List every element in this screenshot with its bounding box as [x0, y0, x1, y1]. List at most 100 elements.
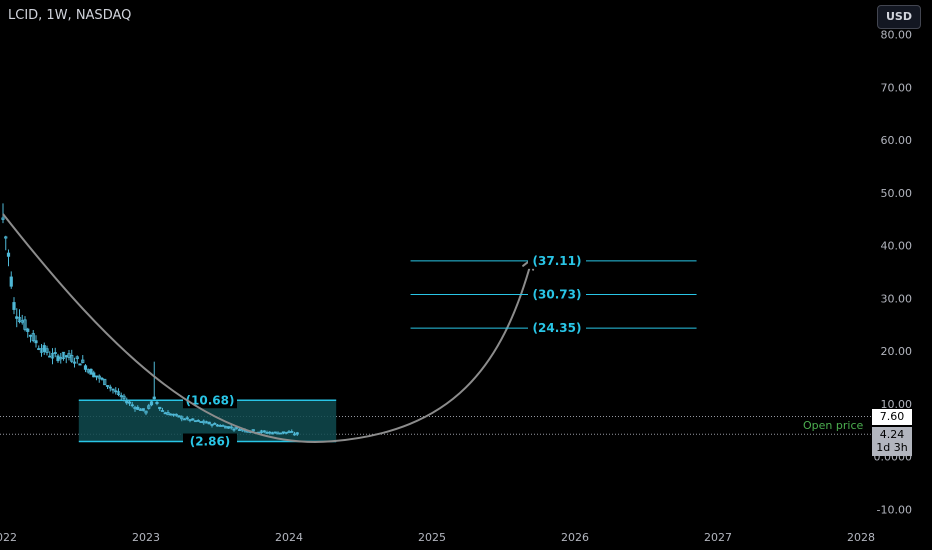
candle-body — [45, 348, 49, 353]
last-price-value: 4.24 — [879, 428, 905, 441]
candle-body — [177, 415, 181, 418]
x-tick-label: 2027 — [704, 531, 732, 544]
candle-body — [169, 413, 173, 416]
candle-body — [6, 252, 11, 257]
bar-countdown: 1d 3h — [876, 441, 908, 454]
candle-body — [1, 217, 5, 220]
zone-label: (2.86) — [190, 435, 231, 449]
candle-body — [56, 355, 60, 362]
candle-body — [72, 361, 77, 364]
candle-body — [50, 353, 55, 359]
x-tick-label: 2025 — [418, 531, 446, 544]
candle-body — [163, 412, 167, 415]
candle-body — [155, 401, 159, 404]
y-tick-label: -10.00 — [877, 503, 912, 516]
candle-body — [111, 388, 115, 391]
candle-series — [1, 203, 299, 436]
candle-body — [48, 355, 52, 358]
candle-body — [4, 236, 8, 239]
candle-body — [114, 390, 118, 393]
candle-body — [28, 334, 33, 337]
candle-body — [127, 401, 132, 404]
candle-body — [92, 372, 96, 378]
candle-body — [100, 377, 104, 380]
y-tick-label: 10.00 — [881, 398, 913, 411]
target-label-bg — [528, 320, 586, 337]
candle-body — [83, 365, 88, 370]
zone-label-bg — [183, 433, 237, 450]
candle-body — [196, 419, 200, 422]
candle-body — [9, 276, 13, 287]
candle-body — [295, 432, 299, 435]
open-price-label: Open price — [803, 419, 864, 432]
zone-label-bg — [183, 392, 237, 409]
candle-body — [105, 385, 110, 387]
candle-body — [182, 418, 187, 421]
candle-body — [144, 410, 148, 414]
x-tick-label: 2024 — [275, 531, 303, 544]
candle-body — [75, 356, 79, 360]
candle-body — [152, 396, 156, 400]
candle-body — [185, 417, 189, 420]
price-tag-last: 4.24 1d 3h — [872, 427, 912, 456]
x-tick-label: 2026 — [561, 531, 589, 544]
candle-body — [34, 340, 38, 344]
candle-body — [130, 404, 134, 407]
x-tick-label: 2028 — [847, 531, 875, 544]
target-label-bg — [528, 286, 586, 303]
time-axis[interactable]: 2022 2023 2024 2025 2026 2027 2028 — [0, 531, 875, 544]
y-tick-label: 50.00 — [881, 187, 913, 200]
candle-body — [12, 302, 16, 310]
symbol-title: LCID, 1W, NASDAQ — [8, 8, 132, 23]
candle-body — [108, 386, 112, 389]
candle-body — [210, 424, 214, 426]
zone-label: (10.68) — [186, 393, 235, 407]
candle-body — [149, 401, 154, 406]
candle-body — [136, 406, 140, 410]
candle-body — [290, 431, 294, 433]
y-tick-label: 20.00 — [881, 345, 913, 358]
candle-body — [180, 416, 184, 420]
candle-body — [268, 431, 272, 434]
x-tick-label: 2022 — [0, 531, 17, 544]
candle-body — [160, 410, 165, 412]
candle-body — [78, 363, 82, 366]
support-zone: (10.68) (2.86) — [78, 392, 337, 450]
candle-body — [235, 426, 239, 429]
candle-body — [279, 432, 283, 435]
target-label-bg — [528, 252, 586, 269]
y-tick-label: 80.00 — [881, 29, 913, 42]
candle-body — [97, 375, 101, 379]
candle-body — [15, 316, 19, 319]
candle-body — [171, 413, 176, 416]
candle-body — [116, 391, 121, 395]
candle-body — [226, 426, 231, 429]
price-reference-lines — [0, 416, 872, 435]
candle-body — [122, 395, 126, 399]
candle-body — [64, 355, 68, 358]
y-tick-label: 30.00 — [881, 292, 913, 305]
target-levels: (37.11) (30.73) (24.35) — [410, 252, 697, 337]
candle-body — [70, 354, 74, 362]
y-tick-label: 70.00 — [881, 81, 913, 94]
candle-body — [207, 421, 211, 425]
candle-body — [141, 408, 145, 411]
candle-body — [81, 359, 85, 363]
candle-body — [89, 368, 93, 375]
candle-body — [213, 423, 217, 425]
candle-body — [251, 429, 255, 432]
currency-button[interactable]: USD — [877, 5, 921, 29]
candle-body — [158, 406, 162, 410]
candle-body — [174, 413, 178, 416]
target-label: (30.73) — [533, 287, 582, 301]
candle-body — [94, 375, 99, 378]
candle-body — [199, 421, 203, 423]
candle-body — [215, 424, 220, 427]
candle-body — [103, 378, 107, 386]
candle-body — [281, 431, 286, 434]
candle-body — [42, 345, 46, 352]
candle-body — [273, 431, 277, 434]
candle-body — [265, 432, 269, 434]
candle-body — [262, 430, 266, 433]
